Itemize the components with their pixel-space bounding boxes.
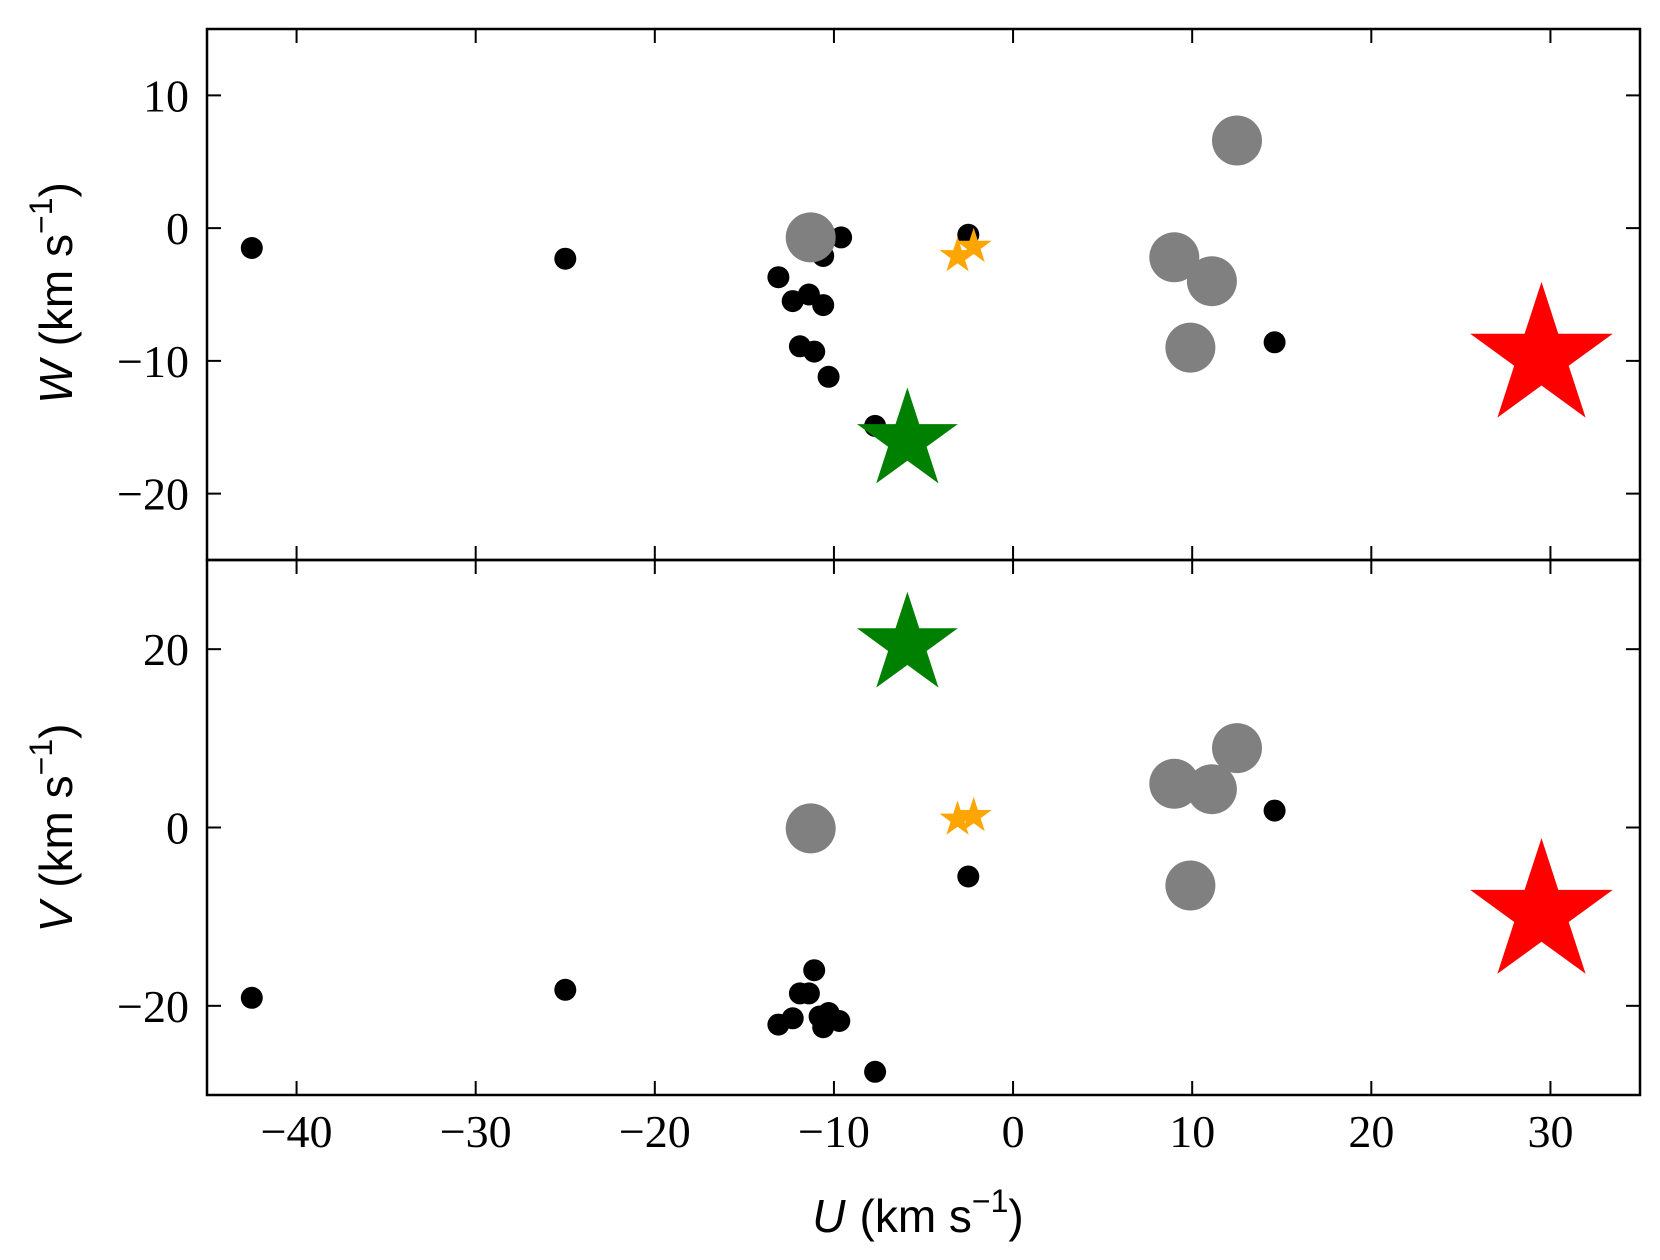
bottom-ylabel-close: ) — [30, 724, 82, 739]
top-ytick-label: −10 — [117, 336, 189, 387]
top-dot-black-point — [812, 294, 835, 317]
x-axis-label-sup: −1 — [972, 1183, 1008, 1219]
top-star-orange-point — [939, 237, 976, 272]
top-ytick-label: 0 — [166, 203, 189, 254]
x-tick-label: −20 — [619, 1106, 691, 1157]
x-axis-label: U (km s−1) — [812, 1183, 1023, 1242]
x-axis-label-close: ) — [1008, 1190, 1023, 1242]
top-ylabel-symbol: W — [30, 356, 82, 404]
top-ylabel-unit: (km s — [30, 234, 82, 346]
top-star-green-point — [857, 387, 958, 484]
bottom-circle-gray-point — [1186, 764, 1237, 815]
top-dot-black-point — [830, 226, 853, 249]
bottom-dot-black-point — [803, 959, 826, 982]
x-tick-label: 30 — [1527, 1106, 1573, 1157]
top-dot-black-point — [554, 247, 577, 270]
top-dot-black-point — [240, 237, 263, 259]
top-ytick-label: −20 — [117, 469, 189, 520]
bottom-dot-black-point — [1263, 799, 1286, 822]
bottom-circle-gray-point — [1212, 723, 1262, 774]
x-tick-label: 10 — [1169, 1106, 1215, 1157]
top-ylabel-close: ) — [30, 182, 82, 197]
bottom-circle-gray-point — [1149, 758, 1200, 809]
top-circle-gray-point — [1186, 256, 1237, 307]
x-axis-label-symbol: U — [812, 1190, 846, 1242]
x-tick-label: −30 — [440, 1106, 512, 1157]
panels-layer: −20 −10 0 10 −20 0 20 — [117, 27, 1642, 1097]
bottom-star-orange-point — [955, 796, 992, 832]
top-star-orange-point — [955, 227, 992, 263]
bottom-ytick-label: 20 — [143, 624, 189, 675]
top-star-red-point — [1470, 281, 1613, 418]
bottom-dot-black-point — [240, 986, 263, 1009]
top-dot-black-point — [817, 365, 840, 388]
top-circle-gray-point — [1149, 232, 1200, 283]
bottom-dot-black-point — [781, 1007, 804, 1030]
bottom-ylabel-unit: (km s — [30, 775, 82, 887]
bottom-circle-gray-point — [785, 803, 836, 854]
top-panel-ylabel: W (km s−1) — [23, 182, 82, 404]
bottom-ytick-label: −20 — [117, 981, 189, 1032]
top-circle-gray-point — [1165, 322, 1216, 373]
top-ylabel-sup: −1 — [23, 198, 59, 234]
bottom-dot-black-point — [957, 865, 980, 888]
x-axis: −40 −30 −20 −10 0 10 20 30 — [261, 1106, 1574, 1157]
bottom-dot-black-point — [797, 982, 820, 1005]
x-tick-label: −40 — [261, 1106, 333, 1157]
x-axis-label-unit: (km s — [860, 1190, 972, 1242]
bottom-ylabel-symbol: V — [30, 897, 82, 932]
bottom-ytick-label: 0 — [166, 803, 189, 854]
x-tick-label: 0 — [1002, 1106, 1025, 1157]
top-dot-black-point — [1263, 331, 1286, 354]
x-tick-label: −10 — [798, 1106, 870, 1157]
bottom-dot-black-point — [828, 1010, 851, 1032]
bottom-panel-ylabel: V (km s−1) — [23, 724, 82, 933]
top-circle-gray-point — [1212, 115, 1262, 166]
top-circle-gray-point — [785, 212, 836, 263]
bottom-dot-black-point — [864, 1060, 887, 1083]
top-panel: −20 −10 0 10 — [117, 27, 1642, 562]
bottom-star-green-point — [857, 591, 958, 688]
x-tick-label: 20 — [1348, 1106, 1394, 1157]
bottom-star-red-point — [1470, 838, 1613, 974]
top-frame — [205, 27, 1642, 562]
top-dot-black-point — [767, 266, 790, 289]
bottom-circle-gray-point — [1165, 860, 1216, 911]
top-dot-black-point — [803, 340, 826, 363]
bottom-panel: −20 0 20 — [117, 558, 1642, 1097]
bottom-star-orange-point — [939, 800, 976, 835]
bottom-dot-black-point — [554, 978, 577, 1001]
top-ytick-label: 10 — [143, 70, 189, 121]
bottom-ylabel-sup: −1 — [23, 739, 59, 775]
